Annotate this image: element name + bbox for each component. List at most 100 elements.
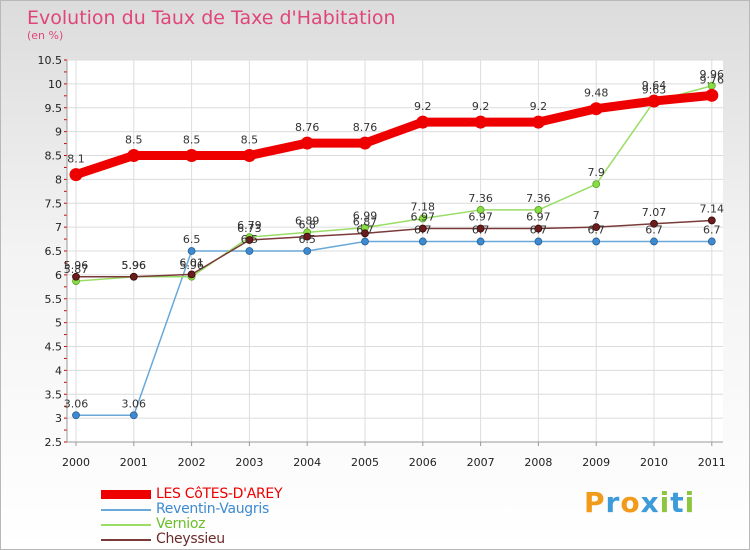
- data-label: 3.06: [122, 397, 147, 410]
- proxiti-logo: Proxiti: [584, 486, 695, 519]
- data-label: 6.5: [183, 233, 201, 246]
- data-label: 7.36: [526, 192, 551, 205]
- data-label: 6.97: [411, 211, 436, 224]
- y-tick-label: 4: [55, 364, 62, 377]
- data-label: 8.76: [353, 121, 378, 134]
- line-chart: 2.5 3 3.5 4 4.5 5 5.5 6 6.5 7 7.5 8 8.5 9 9.5 10 10.5 200…: [38, 54, 726, 469]
- x-tick-label: 2000: [62, 456, 90, 469]
- logo-letter: i: [684, 486, 696, 519]
- series-line-0: [71, 90, 717, 180]
- data-point: [303, 232, 312, 241]
- y-tick-label: 3: [55, 412, 62, 425]
- data-label: 6.7: [645, 223, 663, 236]
- data-point: [534, 237, 543, 246]
- data-point: [185, 149, 199, 162]
- data-label: 9.2: [530, 100, 548, 113]
- data-point: [474, 115, 488, 129]
- x-tick-label: 2003: [235, 456, 263, 469]
- y-tick-label: 6.5: [45, 245, 63, 258]
- data-label: 6.7: [587, 223, 605, 236]
- y-tick-label: 10: [48, 78, 62, 91]
- x-tick-label: 2008: [524, 456, 552, 469]
- data-point: [707, 237, 716, 246]
- data-label: 6.7: [414, 223, 432, 236]
- data-point: [187, 247, 196, 255]
- logo-letter: P: [584, 486, 606, 519]
- data-label: 8.5: [125, 134, 143, 147]
- logo-letter: x: [640, 486, 660, 519]
- data-label: 6.01: [179, 256, 204, 269]
- series-line-2: [75, 85, 713, 282]
- data-label: 6.73: [237, 222, 262, 235]
- y-tick-label: 9: [55, 126, 62, 139]
- data-label: 9.96: [700, 68, 725, 81]
- legend-label: Cheyssieu: [156, 531, 225, 547]
- x-tick-label: 2004: [293, 456, 321, 469]
- data-label: 7.07: [642, 206, 667, 219]
- x-tick-label: 2010: [640, 456, 668, 469]
- legend-label: LES CôTES-D'AREY: [156, 486, 283, 502]
- data-label: 7.14: [700, 202, 725, 215]
- data-point: [534, 206, 543, 214]
- data-point: [418, 237, 427, 246]
- data-label: 6.5: [298, 233, 316, 246]
- legend-label: Vernioz: [156, 516, 206, 532]
- data-label: 5.87: [64, 263, 89, 276]
- chart-legend: LES CôTES-D'AREY Reventin-Vaugris Vernioz C…: [101, 486, 283, 547]
- data-label: 6.99: [353, 210, 378, 223]
- data-label: 6.97: [526, 211, 551, 224]
- data-point: [245, 247, 254, 255]
- data-point: [592, 180, 601, 189]
- legend-item: Vernioz: [101, 517, 282, 532]
- chart-title: Evolution du Taux de Taxe d'Habitation: [27, 7, 396, 29]
- data-point: [72, 411, 80, 420]
- legend-item: LES CôTES-D'AREY: [101, 486, 283, 502]
- data-label: 6.7: [530, 223, 548, 236]
- data-point: [476, 237, 485, 246]
- data-label: 8.5: [241, 134, 259, 147]
- data-point: [418, 224, 427, 233]
- data-label: 9.48: [584, 87, 609, 100]
- data-label: 6.79: [237, 219, 262, 232]
- data-point: [358, 136, 372, 150]
- x-tick-label: 2009: [582, 456, 610, 469]
- data-point: [303, 247, 312, 255]
- x-tick-label: 2002: [178, 456, 206, 469]
- y-tick-label: 7: [55, 221, 62, 234]
- logo-letter: r: [605, 486, 621, 519]
- data-label: 9.63: [642, 84, 667, 97]
- data-label: 6.8: [298, 219, 316, 232]
- x-tick-label: 2001: [120, 456, 148, 469]
- y-tick-label: 4.5: [45, 341, 63, 354]
- logo-letter: t: [670, 486, 685, 519]
- data-label: 3.06: [64, 397, 89, 410]
- legend-item: Cheyssieu: [101, 532, 282, 547]
- data-point: [418, 214, 427, 223]
- legend-swatch: [101, 538, 151, 541]
- data-label: 8.5: [183, 134, 201, 147]
- y-tick-label: 10.5: [38, 54, 63, 67]
- logo-letter: o: [620, 486, 641, 519]
- y-tick-label: 6: [55, 269, 62, 282]
- data-point: [129, 411, 138, 420]
- legend-swatch: [101, 490, 151, 499]
- x-tick-label: 2005: [351, 456, 379, 469]
- y-tick-label: 3.5: [45, 388, 63, 401]
- data-point: [361, 237, 369, 246]
- data-label: 8.76: [295, 121, 320, 134]
- data-point: [589, 102, 603, 116]
- data-label: 7.36: [468, 192, 493, 205]
- data-point: [707, 216, 716, 225]
- data-label: 6.5: [241, 233, 259, 246]
- data-label: 5.96: [64, 259, 89, 272]
- x-tick-label: 2007: [467, 456, 495, 469]
- y-tick-label: 8: [55, 173, 62, 186]
- data-label: 6.7: [356, 223, 374, 236]
- data-point: [361, 229, 369, 238]
- data-label: 9.2: [414, 100, 432, 113]
- data-point: [245, 236, 254, 244]
- data-point: [187, 270, 196, 279]
- data-point: [129, 272, 138, 281]
- data-label: 6.89: [295, 214, 320, 227]
